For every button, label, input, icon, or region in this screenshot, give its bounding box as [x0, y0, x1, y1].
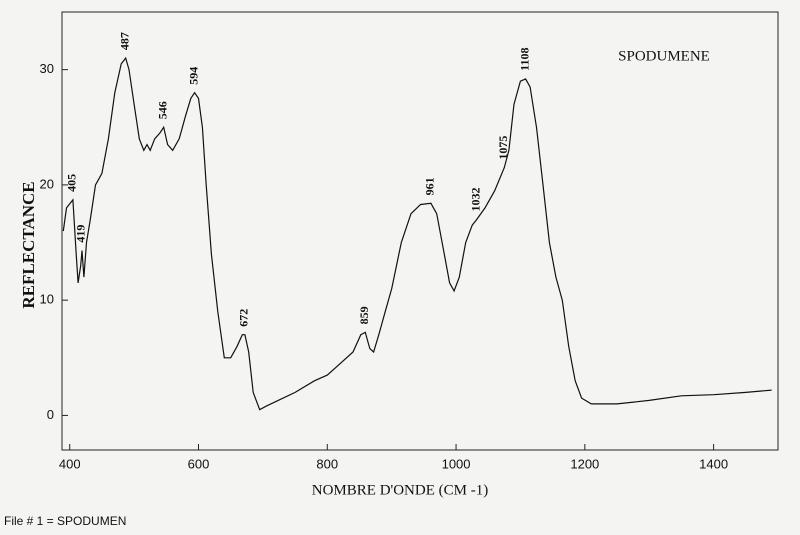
y-tick-label: 30 — [40, 61, 54, 76]
peak-label: 1075 — [496, 136, 510, 160]
peak-label: 487 — [117, 32, 131, 50]
x-tick-label: 400 — [59, 456, 81, 471]
y-tick-label: 20 — [40, 176, 54, 191]
x-tick-label: 1000 — [442, 456, 471, 471]
y-axis-label: REFLECTANCE — [19, 181, 38, 308]
peak-label: 1108 — [517, 48, 531, 71]
plot-frame — [61, 11, 779, 451]
y-tick-label: 10 — [40, 292, 54, 307]
x-tick-label: 1200 — [570, 456, 599, 471]
peak-label: 546 — [155, 101, 169, 119]
peak-label: 419 — [74, 225, 88, 243]
footer: File # 1 = SPODUMEN — [4, 514, 126, 528]
y-tick-label: 0 — [47, 407, 54, 422]
x-tick-label: 600 — [188, 456, 210, 471]
x-tick-label: 1400 — [699, 456, 728, 471]
x-axis-label: NOMBRE D'ONDE (CM -1) — [312, 482, 488, 498]
peak-label: 672 — [237, 309, 251, 327]
peak-label: 961 — [423, 177, 437, 195]
spectrum-line — [62, 56, 772, 411]
peak-label: 1032 — [468, 187, 482, 211]
peak-label: 594 — [186, 67, 200, 85]
chart-title: SPODUMENE — [618, 48, 710, 64]
peak-label: 405 — [65, 174, 79, 192]
peak-label: 859 — [357, 306, 371, 324]
x-tick-label: 800 — [316, 456, 338, 471]
